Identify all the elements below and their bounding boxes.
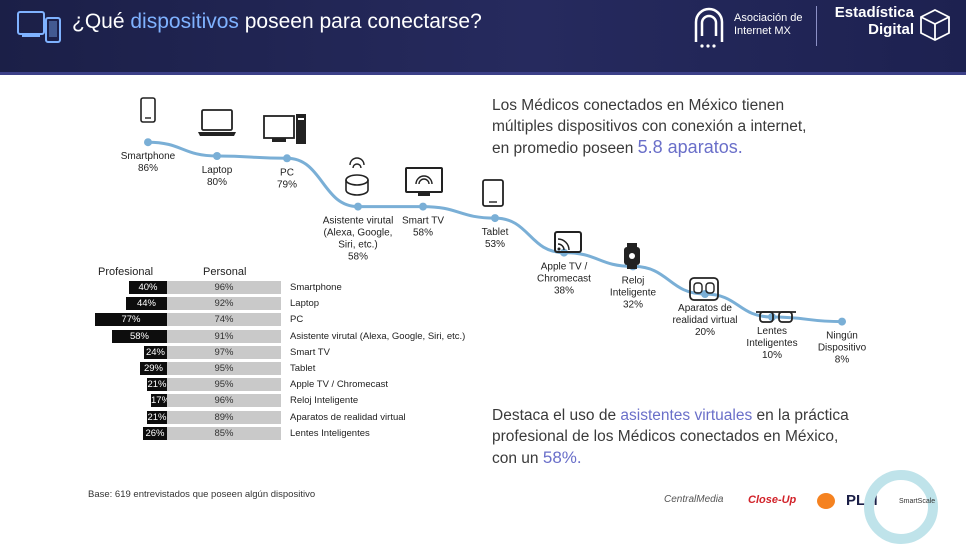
data-label: Laptop 80%	[202, 165, 233, 188]
highlight-line-2: profesional de los Médicos conectados en…	[492, 428, 839, 445]
profesional-bar: 58%	[112, 329, 167, 343]
gsk-logo-icon	[816, 492, 836, 513]
profesional-bar: 21%	[147, 410, 167, 424]
profesional-bar: 26%	[143, 426, 167, 440]
profesional-bar: 77%	[95, 313, 167, 327]
header-profesional: Profesional	[98, 266, 154, 278]
data-label: Aparatos de realidad virtual 20%	[672, 303, 737, 338]
smartwatch-icon	[624, 243, 640, 269]
summary-line-1: Los Médicos conectados en México tienen	[492, 97, 785, 114]
data-point	[144, 138, 152, 147]
smartphone-icon	[140, 97, 156, 123]
data-label: Reloj Inteligente 32%	[610, 275, 657, 310]
data-label: Tablet 53%	[482, 227, 509, 250]
summary-line-2: múltiples dispositivos con conexión a in…	[492, 118, 807, 135]
logo-digital-text: Digital	[868, 21, 914, 38]
data-label: Lentes Inteligentes 10%	[746, 326, 797, 361]
centralmedia-logo: CentralMedia	[664, 494, 724, 505]
profesional-bar: 24%	[144, 345, 167, 359]
row-label: Lentes Inteligentes	[290, 427, 370, 439]
data-point	[354, 202, 362, 211]
row-label: Asistente virutal (Alexa, Google, Siri, …	[290, 330, 466, 342]
cube-logo-icon	[920, 8, 950, 42]
header-bar: ¿Qué dispositivos poseen para conectarse…	[0, 0, 966, 75]
closeup-logo: Close-Up	[748, 494, 797, 506]
personal-bar: 96%	[167, 281, 281, 294]
profesional-bar: 40%	[129, 281, 167, 294]
data-label: Ningún Dispositivo 8%	[818, 331, 867, 366]
data-label: Smart TV 58%	[402, 216, 444, 239]
personal-bar: 97%	[167, 345, 281, 359]
row-label: Reloj Inteligente	[290, 395, 359, 407]
summary-text: Los Médicos conectados en México tienen …	[492, 95, 832, 159]
row-label: Smartphone	[290, 282, 342, 293]
personal-bar: 74%	[167, 313, 281, 327]
profesional-bar: 21%	[147, 378, 167, 392]
data-point	[491, 214, 499, 223]
header-personal: Personal	[203, 266, 247, 278]
smartscale-logo: SmartScale	[899, 498, 936, 505]
personal-bar: 85%	[167, 426, 281, 440]
vr-headset-icon	[689, 277, 719, 301]
estadistica-digital-logo: Estadística Digital	[822, 4, 914, 38]
summary-highlight: 5.8 aparatos.	[637, 137, 743, 157]
row-label: Smart TV	[290, 346, 330, 358]
data-point	[768, 313, 776, 321]
logo-estadistica-text: Estadística	[834, 4, 914, 21]
personal-bar: 96%	[167, 394, 281, 408]
data-label: Asistente virutal (Alexa, Google, Siri, et…	[323, 216, 394, 263]
data-point	[213, 152, 221, 160]
data-label: Apple TV / Chromecast 38%	[537, 262, 591, 297]
profesional-bar: 44%	[126, 297, 167, 311]
chromecast-icon	[554, 231, 582, 253]
highlight-text: Destaca el uso de asistentes virtuales e…	[492, 405, 872, 469]
highlight-line-3: con un 58%.	[492, 448, 582, 467]
data-label: PC 79%	[277, 167, 297, 190]
pc-icon	[263, 114, 306, 144]
highlight-line-1: Destaca el uso de asistentes virtuales e…	[492, 407, 849, 424]
highlight-accent: asistentes virtuales	[620, 407, 753, 424]
smart-speaker-icon	[345, 157, 369, 196]
summary-line-3: en promedio poseen 5.8 aparatos.	[492, 137, 743, 157]
decorative-circle	[864, 470, 938, 544]
row-label: Laptop	[290, 298, 320, 310]
tablet-icon	[482, 179, 504, 207]
row-label: Apple TV / Chromecast	[290, 379, 389, 391]
personal-bar: 89%	[167, 410, 281, 424]
row-label: Aparatos de realidad virtual	[290, 411, 406, 423]
data-point	[838, 317, 846, 326]
logo-divider	[816, 6, 817, 46]
data-point	[283, 154, 291, 163]
profesional-bar: 29%	[140, 361, 167, 375]
page-title: ¿Qué dispositivos poseen para conectarse…	[72, 10, 482, 33]
personal-bar: 91%	[167, 329, 281, 343]
personal-bar: 92%	[167, 297, 281, 311]
amipci-logo: Asociación de Internet MX	[688, 6, 814, 50]
data-label: Smartphone 86%	[121, 151, 176, 174]
smart-glasses-icon	[756, 311, 796, 323]
profesional-bar: 17%	[151, 394, 171, 408]
devices-icon	[17, 11, 61, 43]
row-label: Tablet	[290, 362, 316, 374]
laptop-icon	[198, 109, 236, 136]
highlight-pct: 58%.	[542, 448, 582, 467]
device-ownership-chart: Smartphone 86% Laptop 80% PC 79% Asistente vir…	[121, 97, 867, 366]
amipci-logo-icon	[694, 7, 724, 48]
logo-asociacion-text: Asociación de	[734, 12, 803, 24]
logo-internet-text: Internet MX	[734, 25, 791, 37]
row-label: PC	[290, 314, 304, 326]
smart-tv-icon	[405, 167, 443, 196]
base-note: Base: 619 entrevistados que poseen algún…	[88, 489, 316, 500]
personal-bar: 95%	[167, 361, 281, 375]
data-point	[419, 202, 427, 211]
personal-bar: 95%	[167, 378, 281, 392]
